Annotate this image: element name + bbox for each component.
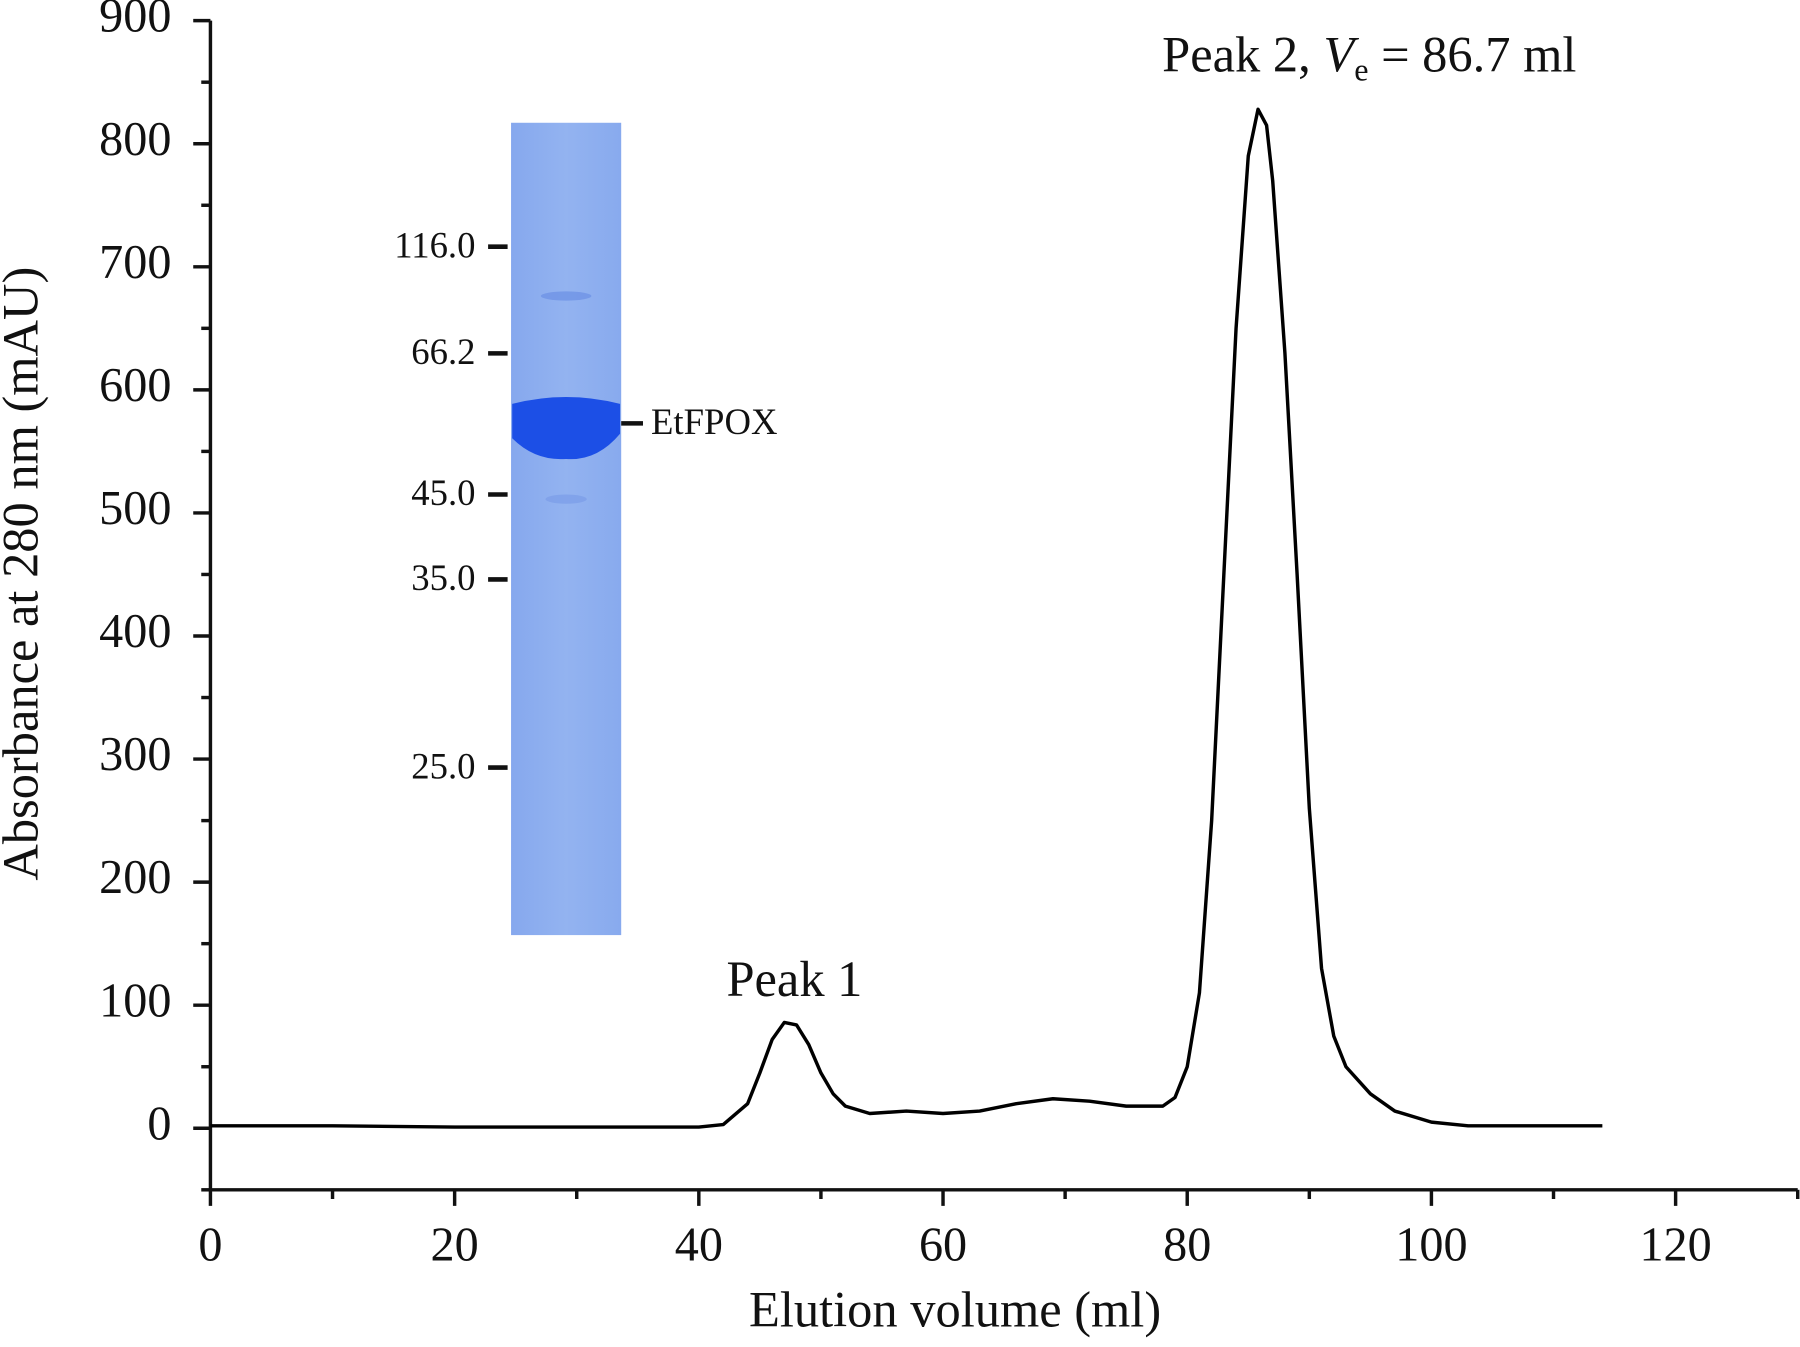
data-line xyxy=(210,107,1603,1129)
y-tick-label: 100 xyxy=(99,974,171,1027)
y-tick-label: 600 xyxy=(99,359,171,412)
gel-markers: 116.0 66.2 45.0 35.0 25.0 xyxy=(394,224,508,786)
y-tick-label: 400 xyxy=(99,605,171,658)
x-tick-label: 60 xyxy=(919,1219,967,1272)
annotation-symbol: V xyxy=(1323,26,1359,82)
annotation-text: = 86.7 ml xyxy=(1368,26,1576,82)
peak-annotation: Peak 1 xyxy=(726,951,862,1007)
gel-faint-band xyxy=(545,494,587,504)
marker-label: 45.0 xyxy=(411,472,475,513)
x-tick-label: 120 xyxy=(1639,1219,1711,1272)
gel-faint-band xyxy=(540,291,592,301)
x-tick-label: 20 xyxy=(431,1219,479,1272)
y-tick-label: 200 xyxy=(99,851,171,904)
annotation-text: Peak 2, xyxy=(1162,26,1323,82)
gel-lane xyxy=(511,122,622,936)
y-tick-label: 500 xyxy=(99,482,171,535)
band-label: EtFPOX xyxy=(651,401,777,442)
marker-label: 35.0 xyxy=(411,557,475,598)
x-tick-label: 0 xyxy=(198,1219,222,1272)
marker-label: 25.0 xyxy=(411,745,475,786)
y-tick-label: 900 xyxy=(99,0,171,43)
gel-inset: EtFPOX 116.0 66.2 45.0 35.0 25.0 xyxy=(394,122,777,936)
y-tick-label: 0 xyxy=(147,1097,171,1150)
y-axis-title: Absorbance at 280 nm (mAU) xyxy=(0,267,48,881)
marker-label: 66.2 xyxy=(411,331,475,372)
x-tick-label: 80 xyxy=(1163,1219,1211,1272)
y-tick-label: 300 xyxy=(99,728,171,781)
gel-main-band xyxy=(512,396,621,460)
y-tick-label: 700 xyxy=(99,236,171,289)
x-tick-label: 100 xyxy=(1395,1219,1467,1272)
y-tick-label: 800 xyxy=(99,113,171,166)
marker-label: 116.0 xyxy=(394,224,475,265)
x-axis-title: Elution volume (ml) xyxy=(749,1281,1161,1337)
x-tick-label: 40 xyxy=(675,1219,723,1272)
annotation-subscript: e xyxy=(1354,52,1368,88)
peak-annotation: Peak 2, Ve = 86.7 ml xyxy=(1162,26,1576,88)
